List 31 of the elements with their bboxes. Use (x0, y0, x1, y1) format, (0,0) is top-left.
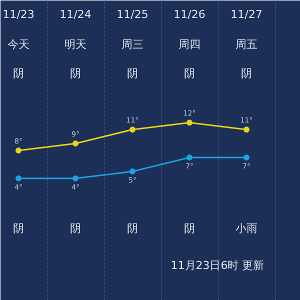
text: 阴 (13, 67, 24, 80)
point (186, 120, 192, 126)
point (130, 126, 136, 133)
point (16, 148, 22, 154)
point (186, 154, 192, 160)
text: 阴 (127, 67, 138, 80)
point (130, 168, 136, 174)
text: 阴 (127, 222, 138, 235)
x-tick-label: 11/23 (2, 8, 34, 21)
x-tick-label: 11/26 (174, 8, 206, 21)
text: 明天 (64, 38, 86, 51)
text: 周五 (236, 38, 258, 51)
point (72, 175, 78, 182)
text: 11月23日6时 更新 (170, 259, 264, 272)
x-tick-label: 11/24 (60, 8, 92, 21)
point (72, 140, 78, 147)
x-tick-label: 11/25 (116, 8, 148, 21)
text: 阴 (70, 222, 81, 235)
text: 阴 (241, 67, 252, 80)
text: 阴 (70, 67, 81, 80)
text: 小雨 (236, 222, 258, 235)
x-tick-label: 11/27 (230, 8, 262, 21)
text: 阴 (184, 67, 195, 80)
text: 今天 (8, 38, 30, 51)
point (16, 175, 22, 182)
text: 阴 (184, 222, 195, 235)
text: 周三 (122, 38, 144, 51)
point (244, 154, 250, 160)
text: 周四 (178, 38, 200, 51)
text: 阴 (13, 222, 24, 235)
point (244, 126, 250, 133)
